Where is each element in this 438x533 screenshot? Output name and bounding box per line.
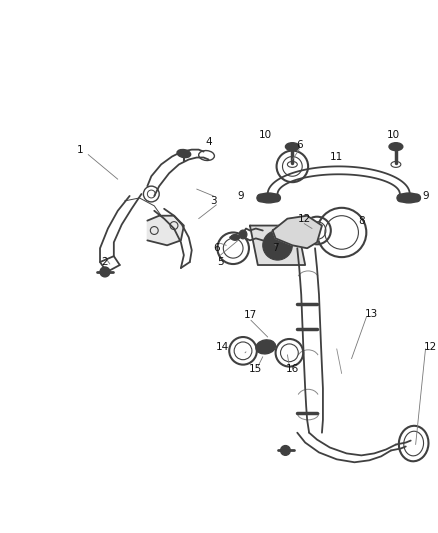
Text: 11: 11 — [330, 151, 343, 161]
Circle shape — [413, 194, 420, 202]
Circle shape — [272, 194, 280, 202]
Text: 5: 5 — [217, 257, 224, 267]
Text: 3: 3 — [210, 196, 217, 206]
Ellipse shape — [177, 149, 191, 158]
Ellipse shape — [258, 193, 279, 203]
Text: 1: 1 — [77, 144, 84, 155]
Ellipse shape — [239, 230, 247, 239]
Text: 10: 10 — [259, 130, 272, 140]
Text: 6: 6 — [213, 243, 220, 253]
Ellipse shape — [231, 235, 240, 240]
Ellipse shape — [260, 343, 272, 351]
Polygon shape — [147, 216, 184, 245]
Text: 12: 12 — [297, 214, 311, 224]
Text: 9: 9 — [238, 191, 244, 201]
Ellipse shape — [389, 143, 403, 151]
Text: 8: 8 — [358, 216, 365, 225]
Ellipse shape — [398, 193, 420, 203]
Text: 14: 14 — [215, 342, 229, 352]
Circle shape — [397, 194, 405, 202]
Text: 13: 13 — [364, 309, 378, 319]
Ellipse shape — [402, 195, 416, 201]
Text: 9: 9 — [422, 191, 429, 201]
Circle shape — [257, 194, 265, 202]
Text: 6: 6 — [296, 140, 303, 150]
Text: 16: 16 — [286, 364, 299, 374]
Text: 15: 15 — [249, 364, 262, 374]
Text: 2: 2 — [102, 257, 108, 267]
Text: 4: 4 — [205, 137, 212, 147]
Text: 12: 12 — [424, 342, 437, 352]
Text: 7: 7 — [272, 243, 279, 253]
Ellipse shape — [256, 340, 276, 354]
Circle shape — [263, 230, 292, 260]
Text: 17: 17 — [244, 310, 258, 320]
Text: 10: 10 — [386, 130, 399, 140]
Polygon shape — [272, 216, 322, 248]
Ellipse shape — [262, 195, 276, 201]
Circle shape — [100, 267, 110, 277]
Ellipse shape — [286, 143, 299, 151]
Polygon shape — [250, 225, 305, 265]
Circle shape — [280, 446, 290, 455]
